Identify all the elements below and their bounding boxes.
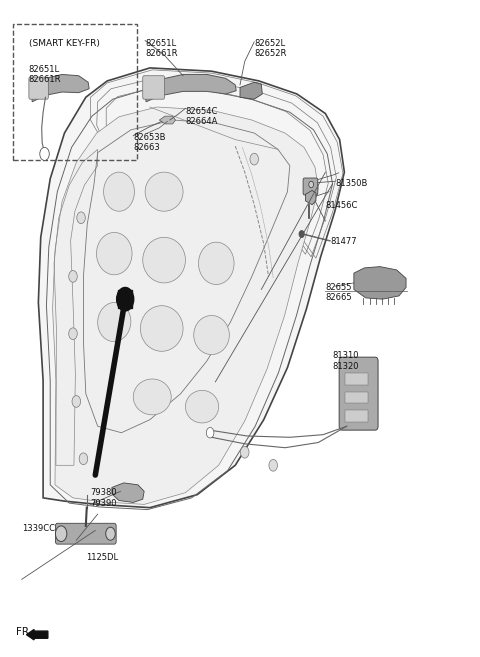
- Ellipse shape: [143, 237, 185, 283]
- Circle shape: [79, 453, 88, 464]
- Circle shape: [309, 181, 313, 188]
- Polygon shape: [240, 82, 262, 99]
- Text: 81310
81320: 81310 81320: [333, 351, 359, 371]
- Ellipse shape: [133, 379, 171, 415]
- Text: 1125DL: 1125DL: [86, 553, 118, 562]
- Circle shape: [250, 153, 259, 165]
- Circle shape: [300, 231, 304, 237]
- FancyBboxPatch shape: [143, 76, 165, 99]
- Text: 82651L
82661R: 82651L 82661R: [145, 39, 178, 58]
- Circle shape: [269, 459, 277, 471]
- Text: FR.: FR.: [16, 627, 32, 637]
- Ellipse shape: [98, 302, 131, 342]
- Text: 82655
82665: 82655 82665: [325, 283, 352, 302]
- Ellipse shape: [145, 172, 183, 212]
- Text: 1339CC: 1339CC: [22, 524, 55, 533]
- FancyBboxPatch shape: [29, 77, 48, 99]
- Ellipse shape: [104, 172, 134, 212]
- Circle shape: [69, 328, 77, 340]
- Bar: [345, 410, 368, 422]
- FancyBboxPatch shape: [56, 523, 116, 544]
- FancyBboxPatch shape: [339, 357, 378, 430]
- Bar: [118, 290, 132, 308]
- Ellipse shape: [185, 390, 219, 423]
- Polygon shape: [145, 74, 236, 102]
- Bar: [345, 392, 368, 403]
- Ellipse shape: [194, 315, 229, 355]
- Circle shape: [40, 147, 49, 160]
- FancyBboxPatch shape: [303, 178, 318, 195]
- Text: 81477: 81477: [330, 237, 357, 246]
- Circle shape: [117, 288, 134, 311]
- Polygon shape: [38, 68, 344, 508]
- Circle shape: [106, 527, 115, 540]
- Circle shape: [77, 212, 85, 223]
- Text: 82652L
82652R: 82652L 82652R: [254, 39, 287, 58]
- Text: 79380
79390: 79380 79390: [91, 488, 117, 507]
- Ellipse shape: [199, 242, 234, 284]
- Polygon shape: [53, 107, 318, 505]
- Circle shape: [56, 526, 67, 541]
- Polygon shape: [159, 116, 176, 124]
- Bar: [345, 373, 368, 385]
- Text: (SMART KEY-FR): (SMART KEY-FR): [29, 39, 100, 47]
- Text: 82653B
82663: 82653B 82663: [133, 133, 166, 152]
- Text: 81456C: 81456C: [325, 202, 358, 210]
- Bar: [13, 24, 137, 160]
- Ellipse shape: [96, 233, 132, 275]
- Circle shape: [72, 396, 81, 407]
- Circle shape: [206, 428, 214, 438]
- Polygon shape: [354, 267, 406, 299]
- Polygon shape: [305, 191, 316, 205]
- Polygon shape: [31, 74, 89, 102]
- Text: 82651L
82661R: 82651L 82661R: [29, 64, 61, 84]
- Circle shape: [240, 446, 249, 458]
- Circle shape: [69, 271, 77, 283]
- Text: 82654C
82664A: 82654C 82664A: [185, 107, 218, 126]
- FancyArrow shape: [26, 629, 48, 640]
- Ellipse shape: [140, 306, 183, 351]
- Polygon shape: [112, 483, 144, 503]
- Text: 81350B: 81350B: [335, 179, 367, 188]
